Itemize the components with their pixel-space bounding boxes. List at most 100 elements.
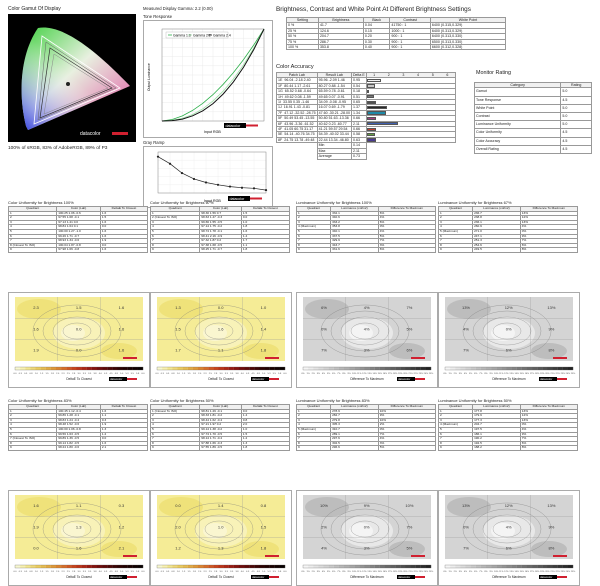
accuracy-row: 1H 49.62 0.08 -1.59 49.65 0.07 -0.91 0.51 [276, 93, 456, 101]
scale-swatch [460, 565, 466, 568]
rating-row: Color Uniformity 4.5 [473, 128, 592, 138]
quadrant-value: 1.4 [261, 326, 267, 331]
scale-swatch [91, 565, 98, 568]
scale-swatch [66, 367, 72, 370]
result-lab: 49.65 0.07 -0.91 [316, 93, 352, 101]
scale-swatch [506, 367, 512, 370]
scale-tick: 1.8 [193, 571, 197, 573]
accuracy-title: Color Accuracy [276, 64, 314, 70]
scale-tick: 13% [509, 373, 513, 375]
scale-swatch [264, 565, 270, 568]
rating-row: White Point 5.0 [473, 103, 592, 114]
scale-tick: 24% [566, 373, 570, 375]
uniformity-cell: 2.1 [99, 445, 149, 451]
scale-swatch [475, 367, 481, 370]
scale-tick: 10% [494, 571, 498, 573]
quadrant-value: 7% [463, 348, 469, 353]
scale-tick: 5.0 [262, 373, 266, 375]
scale-tick: 22% [555, 571, 559, 573]
rating-header-row: Category Rating [473, 81, 592, 89]
scale-swatch [384, 367, 391, 370]
scale-tick: 10% [352, 373, 356, 375]
tone-legend-label: Gamma 2.4 [213, 33, 231, 37]
scale-tick: 3.8 [93, 373, 97, 375]
uniformity-row: 9 296.6 5% [295, 445, 437, 451]
scale-tick: 9% [347, 571, 350, 573]
scale-swatch [410, 367, 416, 370]
quadrant-value: 9% [549, 326, 555, 331]
scale-swatch [552, 367, 558, 370]
scale-tick: 1.8 [193, 373, 197, 375]
scale-swatch [374, 367, 380, 370]
quadrant-value: 10% [320, 503, 328, 508]
scale-tick: 10% [352, 571, 356, 573]
quadrant-value: 1.1 [76, 503, 82, 508]
scale-tick: 13% [509, 571, 513, 573]
tone-series-line [161, 28, 265, 122]
scale-tick: 12% [362, 373, 366, 375]
scale-tick: 1.0 [35, 373, 39, 375]
uniformity-cell: 9 [295, 445, 332, 451]
scale-tick: 4.0 [241, 571, 245, 573]
scale-caption: Difference To Maximum [492, 377, 526, 381]
uniformity-table: Quadrant Color (Lab) DeltaE To Closest 1 100… [7, 404, 149, 451]
quadrant-value: 3% [364, 348, 370, 353]
rating-value: 5.0 [560, 87, 592, 97]
scale-swatch [526, 367, 533, 370]
scale-tick: 0.0 [155, 571, 159, 573]
scale-swatch [162, 565, 168, 568]
scale-tick: 2.0 [56, 373, 60, 375]
quadrant-value: 1.5 [175, 326, 181, 331]
scale-tick: 11% [499, 373, 503, 375]
scale-swatch [187, 367, 193, 370]
scale-swatch [197, 367, 204, 370]
scale-tick: 0.0 [155, 373, 159, 375]
map-brand: datacolor [540, 575, 552, 579]
scale-tick: 1.5 [187, 571, 191, 573]
scale-swatch [374, 565, 380, 568]
scale-tick: 14% [514, 373, 518, 375]
scale-tick: 3.0 [219, 571, 223, 573]
delta-e-bar-cell [365, 136, 456, 144]
accuracy-scale-tick: 6 [446, 73, 449, 77]
gamut-title: Color Gamut Of Display [8, 6, 61, 12]
scale-swatch [249, 367, 255, 370]
rating-category: Luminance Uniformity [473, 120, 562, 130]
quadrant-value: 0% [506, 326, 512, 331]
scale-tick: 2% [454, 571, 457, 573]
accuracy-row: 6F 43.96 -3.36 -61.52 40.62 0.23 -60.77 2.1… [276, 120, 456, 128]
scale-tick: 18% [535, 373, 539, 375]
scale-swatch [127, 367, 133, 370]
scale-tick: 7% [337, 571, 340, 573]
scale-tick: 4% [464, 373, 467, 375]
gray-ramp-chart: Input RGB datacolor [156, 151, 268, 203]
uniformity-cell: 8% [519, 247, 579, 253]
scale-tick: 3.5 [230, 373, 234, 375]
scale-swatch [521, 565, 528, 568]
scale-swatch [132, 367, 138, 370]
scale-tick: 21% [550, 373, 554, 375]
gray-ramp-point [192, 177, 196, 181]
scale-swatch [81, 565, 87, 568]
scale-tick: 3% [459, 571, 462, 573]
quadrant-value: 1.6 [119, 326, 125, 331]
gray-ramp-line [157, 156, 267, 191]
uniformity-cell: 5% [377, 445, 437, 451]
result-lab: 80.27 0.88 -1.54 [316, 82, 352, 90]
quadrant-value: 9% [549, 524, 555, 529]
scale-swatch [228, 565, 234, 568]
scale-swatch [15, 367, 21, 370]
scale-swatch [203, 565, 209, 568]
scale-swatch [511, 565, 517, 568]
quadrant-value: 2% [321, 524, 327, 529]
quadrant-value: 1.1 [218, 348, 224, 353]
scale-swatch [45, 367, 51, 370]
scale-swatch [20, 367, 26, 370]
scale-tick: 5.5 [273, 571, 277, 573]
scale-swatch [475, 565, 481, 568]
scale-swatch [40, 367, 46, 370]
delta-e-bar [366, 111, 387, 115]
accuracy-scale-tick: 5 [431, 73, 434, 77]
scale-swatch [244, 565, 250, 568]
scale-swatch [516, 367, 522, 370]
